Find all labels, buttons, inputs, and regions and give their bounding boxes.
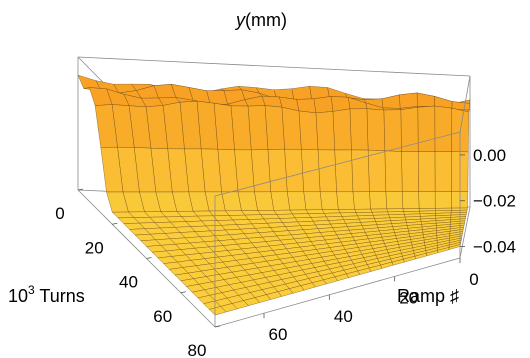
box-edge: [214, 131, 461, 197]
surface-cell: [418, 191, 436, 209]
surface-cell: [336, 191, 355, 210]
surface-cell: [434, 151, 452, 192]
surface-cell: [384, 150, 403, 192]
surface-cell: [416, 92, 435, 107]
surface-cell: [298, 110, 319, 151]
surface-cell: [264, 105, 285, 150]
surface-cell: [401, 151, 419, 192]
surface-cell: [370, 208, 389, 213]
surface-cell: [401, 191, 420, 209]
x-axis-label-exponent: 3: [28, 283, 35, 297]
surface-cell: [286, 191, 307, 211]
box-edge: [459, 75, 471, 133]
surface-cell: [349, 108, 369, 151]
x-tick-mark: [146, 257, 152, 259]
z-tick-label: 0.00: [473, 146, 506, 165]
surface-cell: [366, 108, 386, 152]
surface-cell: [313, 96, 334, 114]
z-axis-label: y(mm): [234, 10, 287, 30]
x-tick-label: 20: [85, 238, 104, 257]
x-tick-label: 40: [119, 273, 138, 292]
surface-cell: [289, 209, 309, 215]
x-tick-label: 80: [188, 341, 207, 358]
x-axis-label: 103 Turns: [8, 283, 85, 306]
surface-cell: [270, 191, 291, 211]
surface-cell: [305, 209, 325, 214]
box-edge: [77, 56, 471, 77]
x-axis-label-text: Turns: [35, 286, 85, 306]
x-tick-mark: [77, 188, 84, 191]
surface-cell: [247, 105, 269, 151]
surface-cell: [381, 94, 401, 109]
surface-cell: [284, 148, 304, 193]
tick-labels: 0 20 40 60 80 0 20 40 60 0.00 −0.02 −0.04: [55, 146, 516, 358]
surface-cell: [369, 191, 388, 210]
surface-cell: [332, 108, 352, 151]
surface-cell: [334, 149, 354, 193]
x-tick-label: 60: [153, 307, 172, 326]
x-tick-mark: [112, 222, 118, 225]
box-edge: [459, 206, 471, 259]
y-tick-label: 0: [469, 270, 478, 289]
surface-cell: [315, 111, 335, 151]
surface-cell: [417, 105, 436, 152]
y-tick-label: 20: [399, 288, 418, 307]
surface-cell: [321, 209, 341, 214]
surface-cell: [399, 92, 418, 109]
surface-cell: [383, 109, 402, 152]
surface-cell: [319, 191, 339, 210]
surface-cell: [367, 149, 387, 192]
z-tick-label: −0.02: [473, 192, 516, 211]
z-tick-label: −0.04: [473, 238, 516, 257]
y-axis-label: Ramp ♯: [397, 286, 459, 306]
bounding-box-front: [214, 75, 471, 328]
x-tick-label: 0: [55, 204, 64, 223]
surface-cell: [417, 151, 436, 192]
surface-cell: [273, 209, 293, 215]
surface-cell: [352, 191, 371, 210]
z-axis-label-unit: (mm): [245, 10, 287, 30]
surface-cell: [327, 87, 348, 98]
surface-cell: [281, 106, 302, 150]
surface-cell: [317, 149, 337, 193]
surface-cell: [385, 191, 404, 210]
surface-cell: [267, 148, 288, 193]
surface-mesh: [77, 74, 471, 316]
surface-cell: [337, 209, 357, 214]
y-tick-label: 60: [269, 325, 288, 344]
x-axis-label-mantissa: 10: [8, 286, 28, 306]
x-tick-mark: [214, 325, 221, 328]
box-edge: [214, 257, 461, 328]
x-tick-mark: [180, 291, 186, 294]
tick-marks: [77, 154, 465, 328]
y-tick-label: 40: [334, 307, 353, 326]
z-axis-label-var: y: [234, 10, 246, 30]
surface-cell: [434, 105, 453, 152]
surface-cell: [303, 191, 323, 211]
surface-cell: [434, 191, 452, 209]
